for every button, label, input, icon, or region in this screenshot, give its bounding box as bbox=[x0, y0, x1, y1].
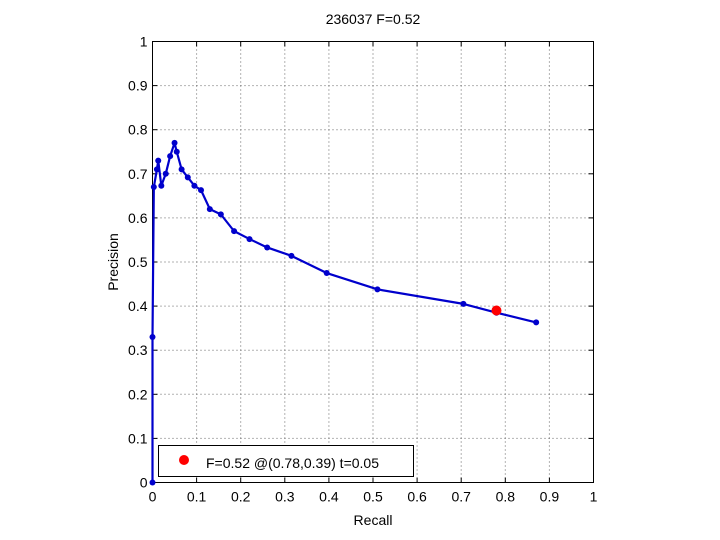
y-tick-label: 0.6 bbox=[128, 210, 148, 226]
pr-curve-point bbox=[178, 166, 185, 173]
chart-title: 236037 F=0.52 bbox=[326, 11, 421, 27]
pr-curve-point bbox=[191, 182, 198, 189]
pr-curve-point bbox=[374, 286, 381, 293]
y-tick-label: 0.9 bbox=[128, 78, 148, 94]
y-tick-label: 1 bbox=[140, 34, 148, 50]
pr-curve-point bbox=[533, 319, 540, 326]
x-tick-label: 0.1 bbox=[187, 489, 207, 505]
pr-curve-point bbox=[198, 187, 205, 194]
pr-curve-point bbox=[288, 252, 295, 259]
pr-curve-point bbox=[217, 211, 224, 218]
x-tick-label: 0.2 bbox=[231, 489, 251, 505]
pr-curve-point bbox=[153, 166, 160, 173]
x-tick-label: 0.3 bbox=[275, 489, 295, 505]
y-tick-label: 0.8 bbox=[128, 122, 148, 138]
x-tick-label: 0.9 bbox=[540, 489, 560, 505]
pr-curve-point bbox=[167, 153, 174, 160]
legend-label: F=0.52 @(0.78,0.39) t=0.05 bbox=[206, 455, 379, 471]
pr-curve-point bbox=[231, 228, 238, 235]
pr-curve-point bbox=[173, 148, 180, 155]
legend-marker bbox=[179, 455, 189, 465]
highlight-layer bbox=[491, 305, 502, 316]
pr-curve-point bbox=[149, 333, 156, 340]
y-tick-labels: 0 0.1 0.2 0.3 0.4 0.5 0.6 0.7 0.8 0.9 1 bbox=[128, 34, 148, 491]
pr-curve-point bbox=[149, 479, 156, 486]
y-tick-label: 0.3 bbox=[128, 342, 148, 358]
pr-curve-point bbox=[162, 170, 169, 177]
pr-curve-point bbox=[460, 300, 467, 307]
grid bbox=[152, 41, 594, 483]
y-tick-label: 0.7 bbox=[128, 166, 148, 182]
x-tick-label: 0.6 bbox=[407, 489, 427, 505]
x-tick-labels: 0 0.1 0.2 0.3 0.4 0.5 0.6 0.7 0.8 0.9 1 bbox=[149, 489, 598, 505]
legend-box bbox=[158, 445, 414, 477]
pr-curve-point bbox=[246, 236, 253, 243]
x-tick-label: 0.8 bbox=[496, 489, 516, 505]
y-axis-label: Precision bbox=[105, 233, 121, 291]
x-tick-label: 0.4 bbox=[319, 489, 339, 505]
best-f-point bbox=[491, 305, 502, 316]
pr-curve-point bbox=[155, 157, 162, 164]
y-tick-label: 0.2 bbox=[128, 386, 148, 402]
x-tick-label: 1 bbox=[590, 489, 598, 505]
x-tick-label: 0.7 bbox=[451, 489, 471, 505]
legend: F=0.52 @(0.78,0.39) t=0.05 bbox=[158, 445, 414, 477]
pr-curve-point bbox=[206, 206, 213, 213]
y-tick-label: 0.1 bbox=[128, 430, 148, 446]
pr-curve-point bbox=[323, 270, 330, 277]
y-tick-label: 0 bbox=[140, 475, 148, 491]
y-tick-label: 0.4 bbox=[128, 298, 148, 314]
y-tick-label: 0.5 bbox=[128, 254, 148, 270]
pr-curve-point bbox=[184, 174, 191, 181]
pr-curve-point bbox=[158, 182, 165, 189]
pr-curve-point bbox=[264, 244, 271, 251]
x-tick-label: 0.5 bbox=[363, 489, 383, 505]
x-tick-label: 0 bbox=[149, 489, 157, 505]
pr-curve-point bbox=[171, 139, 178, 146]
x-axis-label: Recall bbox=[354, 512, 393, 528]
series-layer bbox=[149, 139, 540, 486]
pr-curve-point bbox=[150, 184, 157, 191]
